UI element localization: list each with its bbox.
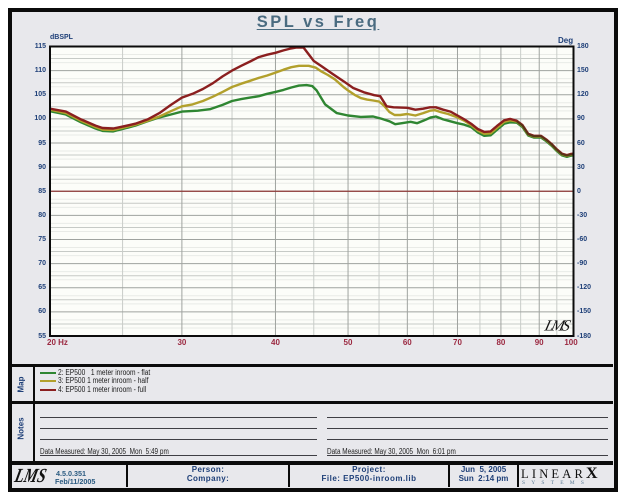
svg-text:LMS: LMS	[542, 318, 572, 335]
